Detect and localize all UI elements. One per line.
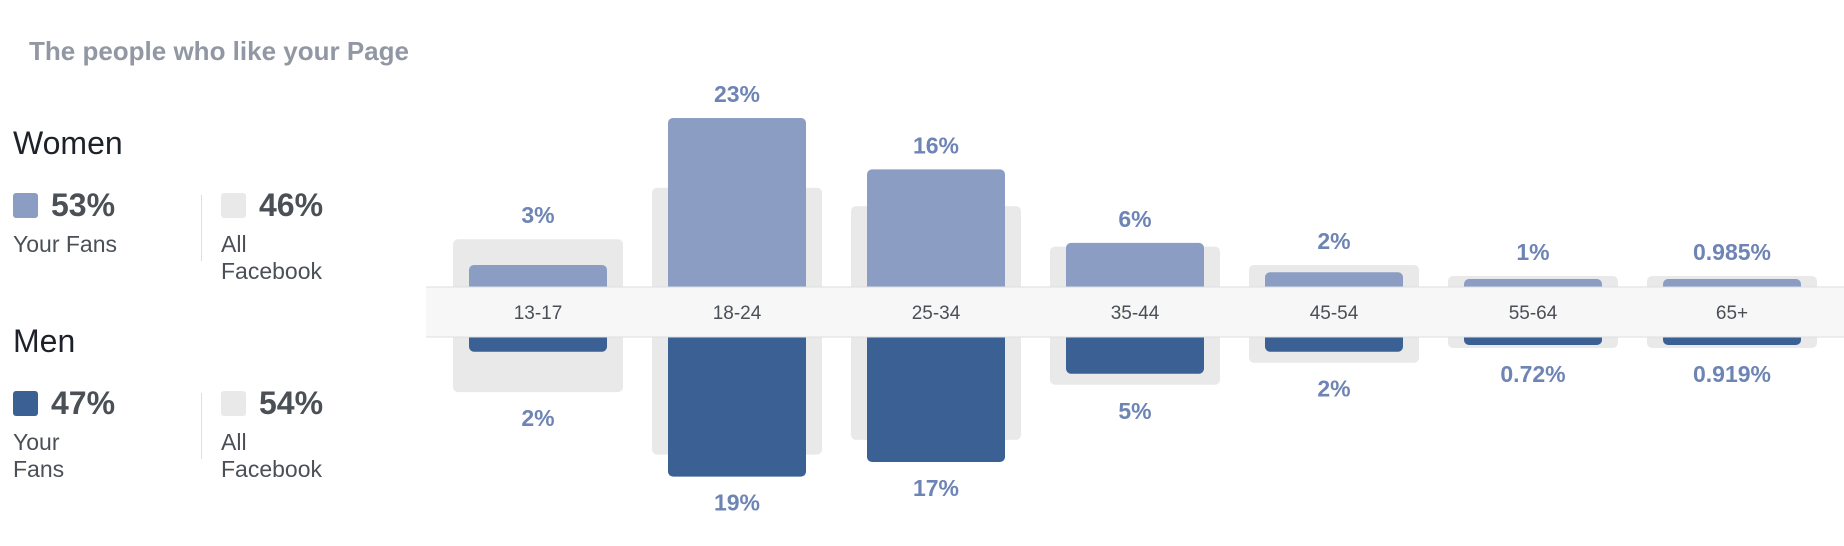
page-title: The people who like your Page <box>29 36 409 66</box>
men-all-facebook-stat: 54% All Facebook <box>221 387 323 483</box>
men-value-label: 0.919% <box>1693 361 1771 387</box>
category-label: 65+ <box>1716 303 1748 324</box>
women-fans-swatch <box>13 192 38 218</box>
category-label: 18-24 <box>713 303 762 324</box>
women-legend-title: Women <box>13 125 123 161</box>
men-fans-bar <box>668 331 806 477</box>
men-fans-bar <box>1066 331 1204 374</box>
men-fans-bar <box>867 331 1005 462</box>
legend-divider <box>201 195 202 261</box>
men-value-label: 5% <box>1118 398 1151 424</box>
women-fans-bar <box>867 169 1005 293</box>
women-fans-percent: 53% <box>51 187 116 223</box>
women-value-label: 3% <box>521 202 554 228</box>
axis-band <box>426 287 1844 337</box>
men-legend: Men 47% Your Fans 54% All Facebook <box>13 323 323 482</box>
men-fans-percent: 47% <box>51 385 116 421</box>
women-value-label: 0.985% <box>1693 239 1771 265</box>
men-your-fans-stat: 47% Your Fans <box>13 387 115 483</box>
category-label: 45-54 <box>1310 303 1359 324</box>
category-label: 13-17 <box>514 303 563 324</box>
category-label: 35-44 <box>1111 303 1160 324</box>
women-all-facebook-stat: 46% All Facebook <box>221 189 323 285</box>
women-legend: Women 53% Your Fans 46% All Facebook <box>13 125 323 284</box>
women-fans-bar <box>469 264 607 293</box>
women-value-label: 23% <box>714 81 760 107</box>
women-value-label: 16% <box>913 132 959 158</box>
men-value-label: 0.72% <box>1500 361 1565 387</box>
men-all-facebook-label: All Facebook <box>221 429 323 482</box>
women-value-label: 1% <box>1516 239 1549 265</box>
women-fans-label: Your Fans <box>13 231 117 257</box>
women-value-label: 2% <box>1317 228 1350 254</box>
women-all-facebook-percent: 46% <box>259 187 324 223</box>
men-all-facebook-percent: 54% <box>259 385 324 421</box>
women-all-facebook-label: All Facebook <box>221 231 323 284</box>
women-your-fans-stat: 53% Your Fans <box>13 189 117 258</box>
men-value-label: 19% <box>714 490 760 516</box>
men-value-label: 2% <box>521 405 554 431</box>
legend-divider <box>201 393 202 459</box>
women-fans-bar <box>1066 242 1204 293</box>
men-value-label: 17% <box>913 475 959 501</box>
category-label: 25-34 <box>912 303 961 324</box>
women-fans-bar <box>668 117 806 293</box>
women-all-facebook-swatch <box>221 192 246 218</box>
men-fans-label: Your Fans <box>13 429 65 482</box>
category-label: 55-64 <box>1509 303 1558 324</box>
women-value-label: 6% <box>1118 206 1151 232</box>
men-fans-swatch <box>13 390 38 416</box>
men-legend-title: Men <box>13 323 76 359</box>
men-value-label: 2% <box>1317 376 1350 402</box>
men-all-facebook-swatch <box>221 390 246 416</box>
